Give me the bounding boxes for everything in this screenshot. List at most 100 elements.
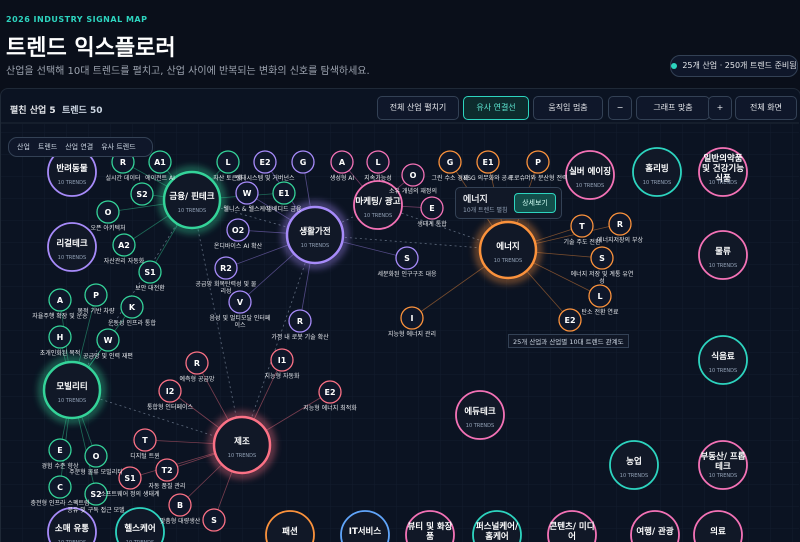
trend-node[interactable] [133, 428, 157, 452]
toolbar-button[interactable]: 그래프 맞춤 [636, 96, 710, 120]
industry-node[interactable] [47, 507, 97, 542]
legend-item: 산업 [17, 143, 30, 151]
trend-label: 가정 내 로봇 기술 확산 [271, 334, 329, 341]
trend-node[interactable] [226, 218, 250, 242]
trend-node[interactable] [84, 283, 108, 307]
trend-node[interactable] [366, 150, 390, 174]
industry-node[interactable] [698, 147, 748, 197]
trend-letter: G [447, 158, 454, 167]
trend-node[interactable] [48, 475, 72, 499]
industry-glow [476, 218, 540, 282]
toolbar-button[interactable]: 전체 산업 펼치기 [377, 96, 459, 120]
trend-letter: B [177, 501, 183, 510]
trend-node[interactable] [96, 328, 120, 352]
trend-letter: K [129, 303, 136, 312]
trend-letter: P [93, 291, 99, 300]
trend-node[interactable] [138, 260, 162, 284]
trend-node[interactable] [96, 200, 120, 224]
industry-node[interactable] [115, 507, 165, 542]
trend-node[interactable] [202, 508, 226, 532]
industry-node[interactable] [698, 335, 748, 385]
trend-node[interactable] [330, 150, 354, 174]
trend-label: 생태계 통합 [417, 221, 447, 228]
trend-node[interactable] [420, 196, 444, 220]
industry-node[interactable] [630, 510, 680, 542]
trend-node[interactable] [112, 233, 136, 257]
industry-node[interactable] [47, 222, 97, 272]
trend-node[interactable] [214, 256, 238, 280]
trend-node[interactable] [570, 214, 594, 238]
industry-node[interactable] [472, 510, 522, 542]
industry-node[interactable] [212, 415, 272, 475]
trend-node[interactable] [130, 182, 154, 206]
trend-node[interactable] [401, 163, 425, 187]
trend-node[interactable] [168, 493, 192, 517]
industry-name: 모빌리티 [56, 382, 88, 392]
trend-letter: T [142, 436, 148, 445]
trend-node[interactable] [291, 150, 315, 174]
trend-node[interactable] [48, 438, 72, 462]
legend-item: 산업 연결 [65, 143, 94, 151]
detail-button[interactable]: 상세보기 [514, 193, 556, 213]
trend-node[interactable] [395, 246, 419, 270]
trend-node[interactable] [590, 246, 614, 270]
toolbar-button[interactable]: 유사 연결선 [463, 96, 529, 120]
industry-trend-count: 10 TRENDS [619, 473, 649, 479]
trend-node[interactable] [438, 150, 462, 174]
industry-node[interactable] [547, 510, 597, 542]
trend-label: 지능형 에너지 최적화 [303, 405, 357, 412]
industry-node[interactable] [42, 360, 102, 420]
trend-letter: L [375, 158, 380, 167]
trend-node[interactable] [84, 444, 108, 468]
trend-node[interactable] [608, 212, 632, 236]
trend-node[interactable] [185, 351, 209, 375]
industry-node[interactable] [353, 180, 403, 230]
trend-node[interactable] [148, 150, 172, 174]
trend-node[interactable] [84, 482, 108, 506]
trend-node[interactable] [588, 284, 612, 308]
toolbar-button[interactable]: 전체 화면 [735, 96, 797, 120]
industry-node[interactable] [405, 510, 455, 542]
trend-node[interactable] [120, 295, 144, 319]
trend-letter: R [120, 158, 126, 167]
industry-node[interactable] [698, 230, 748, 280]
industry-node[interactable] [285, 205, 345, 265]
trend-node[interactable] [558, 308, 582, 332]
industry-node[interactable] [265, 510, 315, 542]
trend-node[interactable] [216, 150, 240, 174]
trend-node[interactable] [48, 288, 72, 312]
trend-node[interactable] [272, 181, 296, 205]
industry-node[interactable] [632, 147, 682, 197]
industry-node[interactable] [340, 510, 390, 542]
trend-node[interactable] [228, 290, 252, 314]
toolbar-button[interactable]: 움직임 멈춤 [533, 96, 603, 120]
trend-label: 온디바이스 AI 확산 [213, 243, 263, 250]
trend-node[interactable] [318, 380, 342, 404]
industry-node[interactable] [609, 440, 659, 490]
industry-node[interactable] [162, 170, 222, 230]
industry-node[interactable] [478, 220, 538, 280]
toolbar-button[interactable]: + [708, 96, 732, 120]
industry-node[interactable] [565, 150, 615, 200]
trend-letter: W [243, 189, 252, 198]
trend-node[interactable] [48, 325, 72, 349]
trend-node[interactable] [118, 466, 142, 490]
trend-node[interactable] [288, 309, 312, 333]
trend-node[interactable] [253, 150, 277, 174]
toolbar-button[interactable]: − [608, 96, 632, 120]
trend-letter: P [535, 158, 541, 167]
trend-node[interactable] [235, 181, 259, 205]
trend-node[interactable] [155, 458, 179, 482]
industry-name: 에너지 [496, 242, 520, 252]
trend-node[interactable] [476, 150, 500, 174]
industry-node[interactable] [693, 510, 743, 542]
trend-letter: E2 [324, 388, 335, 397]
trend-node[interactable] [400, 306, 424, 330]
tooltip-subtitle: 10개 트렌드 펼침 [463, 207, 508, 214]
industry-node[interactable] [455, 390, 505, 440]
industry-node[interactable] [698, 440, 748, 490]
trend-node[interactable] [270, 348, 294, 372]
trend-node[interactable] [526, 150, 550, 174]
industry-name: 물류 [715, 247, 731, 257]
trend-node[interactable] [158, 379, 182, 403]
